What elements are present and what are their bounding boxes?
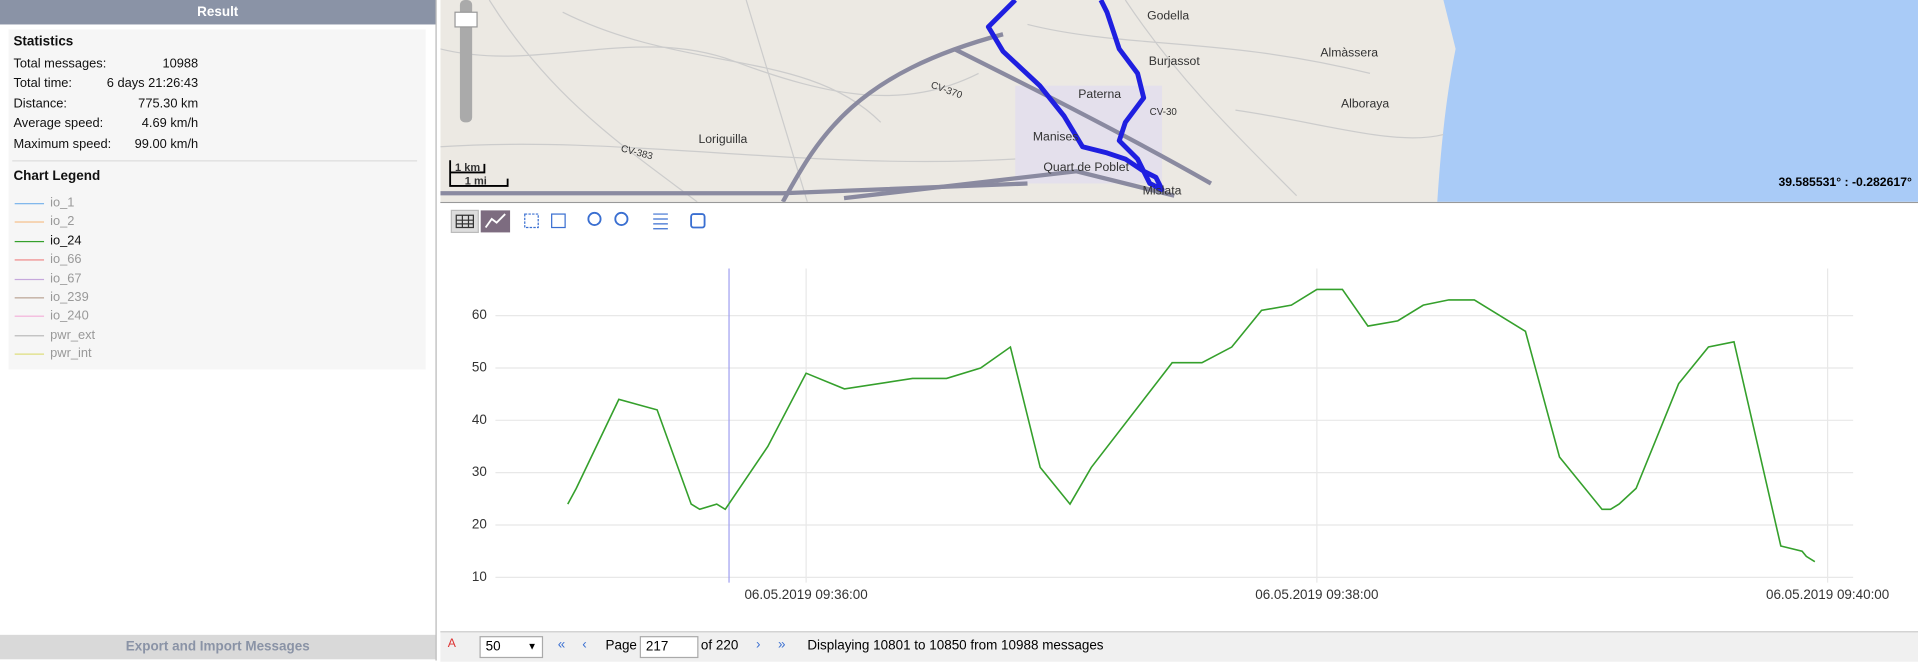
- y-tick-label: 20: [472, 517, 487, 532]
- legend-swatch: [14, 278, 45, 280]
- stat-label: Total time:: [13, 76, 72, 91]
- y-tick-label: 50: [472, 360, 487, 375]
- stat-value: 10988: [162, 56, 199, 71]
- map-scale-bar: [449, 160, 509, 187]
- page-size-select[interactable]: 50 ▼: [479, 636, 544, 659]
- x-tick-label: 06.05.2019 09:36:00: [744, 587, 867, 602]
- prev-page-button[interactable]: ‹: [582, 637, 587, 652]
- legend-swatch: [14, 203, 45, 205]
- legend-swatch: [14, 297, 45, 299]
- chart-toolbar: [450, 209, 706, 234]
- stat-value: 6 days 21:26:43: [106, 76, 199, 91]
- map-label: Quart de Poblet: [1043, 160, 1129, 174]
- legend-swatch: [14, 353, 45, 355]
- legend-item[interactable]: pwr_ext: [50, 327, 96, 343]
- zoom-fit-button[interactable]: [551, 213, 566, 229]
- chart-icon: [484, 213, 506, 229]
- map-label: CV-30: [1150, 107, 1178, 118]
- legend-item[interactable]: io_1: [50, 195, 75, 211]
- page-label: Page: [605, 638, 637, 654]
- pager: A 50 ▼ « ‹ Page 217 of 220 › » Displaying…: [440, 631, 1918, 662]
- stat-label: Distance:: [13, 96, 68, 112]
- legend-swatch: [14, 221, 45, 224]
- legend-title: Chart Legend: [13, 168, 101, 184]
- map-roads: [440, 0, 1444, 202]
- map-label: Almàssera: [1320, 45, 1378, 59]
- y-tick-label: 10: [472, 569, 487, 584]
- stat-label: Maximum speed:: [13, 136, 112, 152]
- stat-label: Average speed:: [13, 116, 104, 132]
- zoom-handle[interactable]: [454, 11, 478, 28]
- legend-item[interactable]: io_240: [50, 308, 89, 324]
- paging-status: Displaying 10801 to 10850 from 10988 mes…: [807, 638, 1104, 654]
- stat-value: 4.69 km/h: [141, 116, 199, 132]
- data-line: [567, 288, 1816, 563]
- panel-body: Statistics Total messages: 10988 Total tim…: [8, 29, 426, 370]
- legend-item[interactable]: io_66: [50, 252, 82, 267]
- map-label: Loriguilla: [698, 132, 747, 146]
- table-icon: [455, 214, 474, 229]
- stat-value: 99.00 km/h: [134, 136, 199, 152]
- page-size: 50: [485, 639, 501, 655]
- y-tick-label: 40: [472, 412, 487, 427]
- map-label: Godella: [1147, 9, 1189, 23]
- legend-item[interactable]: io_24: [50, 233, 82, 249]
- list-button[interactable]: [653, 213, 668, 230]
- map-sea: [1437, 0, 1918, 202]
- zoom-in-button[interactable]: [587, 211, 602, 226]
- map-label: Mislata: [1143, 183, 1182, 197]
- last-page-button[interactable]: »: [777, 637, 786, 652]
- map-label: Burjassot: [1149, 54, 1201, 68]
- x-tick-label: 06.05.2019 09:40:00: [1766, 587, 1889, 602]
- result-panel: Result Statistics Total messages: 10988 To…: [0, 0, 437, 661]
- page-count: of 220: [700, 638, 739, 654]
- map-scale-mi: 1 mi: [465, 176, 487, 188]
- legend-item[interactable]: io_2: [50, 214, 75, 230]
- zoom-out-button[interactable]: [614, 211, 629, 226]
- stat-label: Total messages:: [13, 56, 107, 71]
- panel-title: Result: [0, 0, 436, 25]
- legend-item[interactable]: io_239: [50, 289, 89, 305]
- map[interactable]: Godella Burjassot Almàssera Paterna Albo…: [440, 0, 1918, 204]
- page-input[interactable]: 217: [639, 636, 699, 659]
- settings-button[interactable]: [690, 213, 706, 229]
- next-page-button[interactable]: ›: [755, 637, 761, 652]
- legend-swatch: [14, 259, 45, 261]
- y-tick-label: 60: [472, 307, 487, 322]
- legend-item[interactable]: pwr_int: [50, 346, 92, 362]
- map-route: [985, 0, 1165, 193]
- map-label: Alboraya: [1341, 97, 1389, 111]
- x-tick-label: 06.05.2019 09:38:00: [1255, 587, 1378, 602]
- divider: [12, 160, 418, 162]
- first-page-button[interactable]: «: [557, 637, 566, 652]
- y-tick-label: 30: [472, 464, 487, 479]
- export-import-button[interactable]: Export and Import Messages: [0, 634, 436, 660]
- map-scale-km: 1 km: [455, 162, 480, 174]
- legend-swatch: [14, 334, 45, 337]
- stat-value: 775.30 km: [138, 96, 199, 112]
- map-highways: [440, 32, 1213, 202]
- map-label: Manises: [1033, 130, 1079, 144]
- map-coordinates: 39.585531° : -0.282617°: [1778, 175, 1912, 189]
- legend-swatch: [14, 240, 45, 242]
- table-view-button[interactable]: [450, 209, 479, 234]
- legend-item[interactable]: io_67: [50, 271, 82, 286]
- legend-swatch: [14, 316, 45, 318]
- font-button[interactable]: A: [447, 637, 456, 651]
- zoom-slider[interactable]: [459, 0, 473, 123]
- map-label: Paterna: [1078, 87, 1121, 101]
- statistics-title: Statistics: [13, 34, 74, 49]
- zoom-select-button[interactable]: [524, 213, 539, 229]
- chart: 10 20 30 40 50 60 06.05.2019 09:36:00 06.05.201…: [472, 268, 1889, 602]
